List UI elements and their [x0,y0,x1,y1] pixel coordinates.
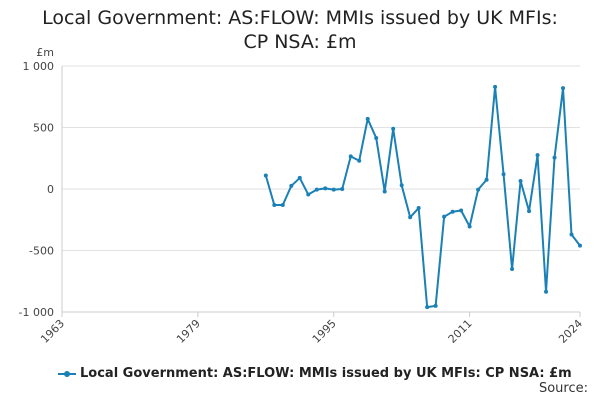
x-tick-label: 1995 [310,317,339,346]
data-point[interactable] [306,192,311,197]
data-point[interactable] [391,126,396,131]
y-tick-label: 1 000 [23,60,55,73]
data-point[interactable] [374,135,379,140]
data-point[interactable] [348,154,353,159]
source-label: Source: [538,381,588,396]
data-point[interactable] [365,116,370,121]
data-point[interactable] [289,183,294,188]
y-tick-label: -1 000 [19,306,54,319]
x-tick-label: 2011 [446,317,475,346]
y-axis-unit-label: £m [36,46,54,59]
data-point[interactable] [331,187,336,192]
data-point[interactable] [518,179,523,183]
series-line [264,85,581,309]
y-tick-label: 500 [33,122,54,135]
data-point[interactable] [263,173,268,178]
data-point[interactable] [467,224,472,229]
chart-title: Local Government: AS:FLOW: MMIs issued b… [42,7,558,53]
data-point[interactable] [323,186,328,191]
y-tick-label: -500 [29,245,54,258]
data-point[interactable] [578,243,582,248]
data-point[interactable] [297,175,302,180]
data-point[interactable] [569,232,574,237]
data-point[interactable] [280,202,285,207]
data-point[interactable] [340,187,345,191]
data-point[interactable] [501,172,506,177]
data-point[interactable] [535,153,540,158]
data-point[interactable] [314,187,319,192]
data-point[interactable] [476,187,481,192]
data-point[interactable] [561,86,566,91]
data-point[interactable] [552,155,557,160]
data-point[interactable] [527,209,532,214]
data-point[interactable] [425,305,430,310]
data-point[interactable] [382,189,387,194]
data-point[interactable] [433,303,438,308]
legend-label: Local Government: AS:FLOW: MMIs issued b… [80,366,572,381]
data-point[interactable] [416,206,421,211]
data-point[interactable] [484,177,489,182]
data-point[interactable] [544,289,549,294]
legend[interactable]: Local Government: AS:FLOW: MMIs issued b… [58,366,572,381]
data-point[interactable] [272,202,277,207]
x-tick-label: 2024 [556,317,585,346]
data-point[interactable] [357,158,362,163]
data-point[interactable] [493,84,498,89]
data-point[interactable] [408,215,413,220]
x-tick-label: 1963 [38,317,67,346]
x-tick-label: 1979 [174,317,203,346]
data-point[interactable] [399,183,404,188]
y-tick-label: 0 [47,183,54,196]
series-points [263,84,582,310]
data-point[interactable] [442,214,447,219]
data-point[interactable] [510,266,515,271]
series-lines [264,85,581,309]
legend-line-icon [58,369,76,379]
data-point[interactable] [450,209,455,214]
data-point[interactable] [459,208,464,213]
